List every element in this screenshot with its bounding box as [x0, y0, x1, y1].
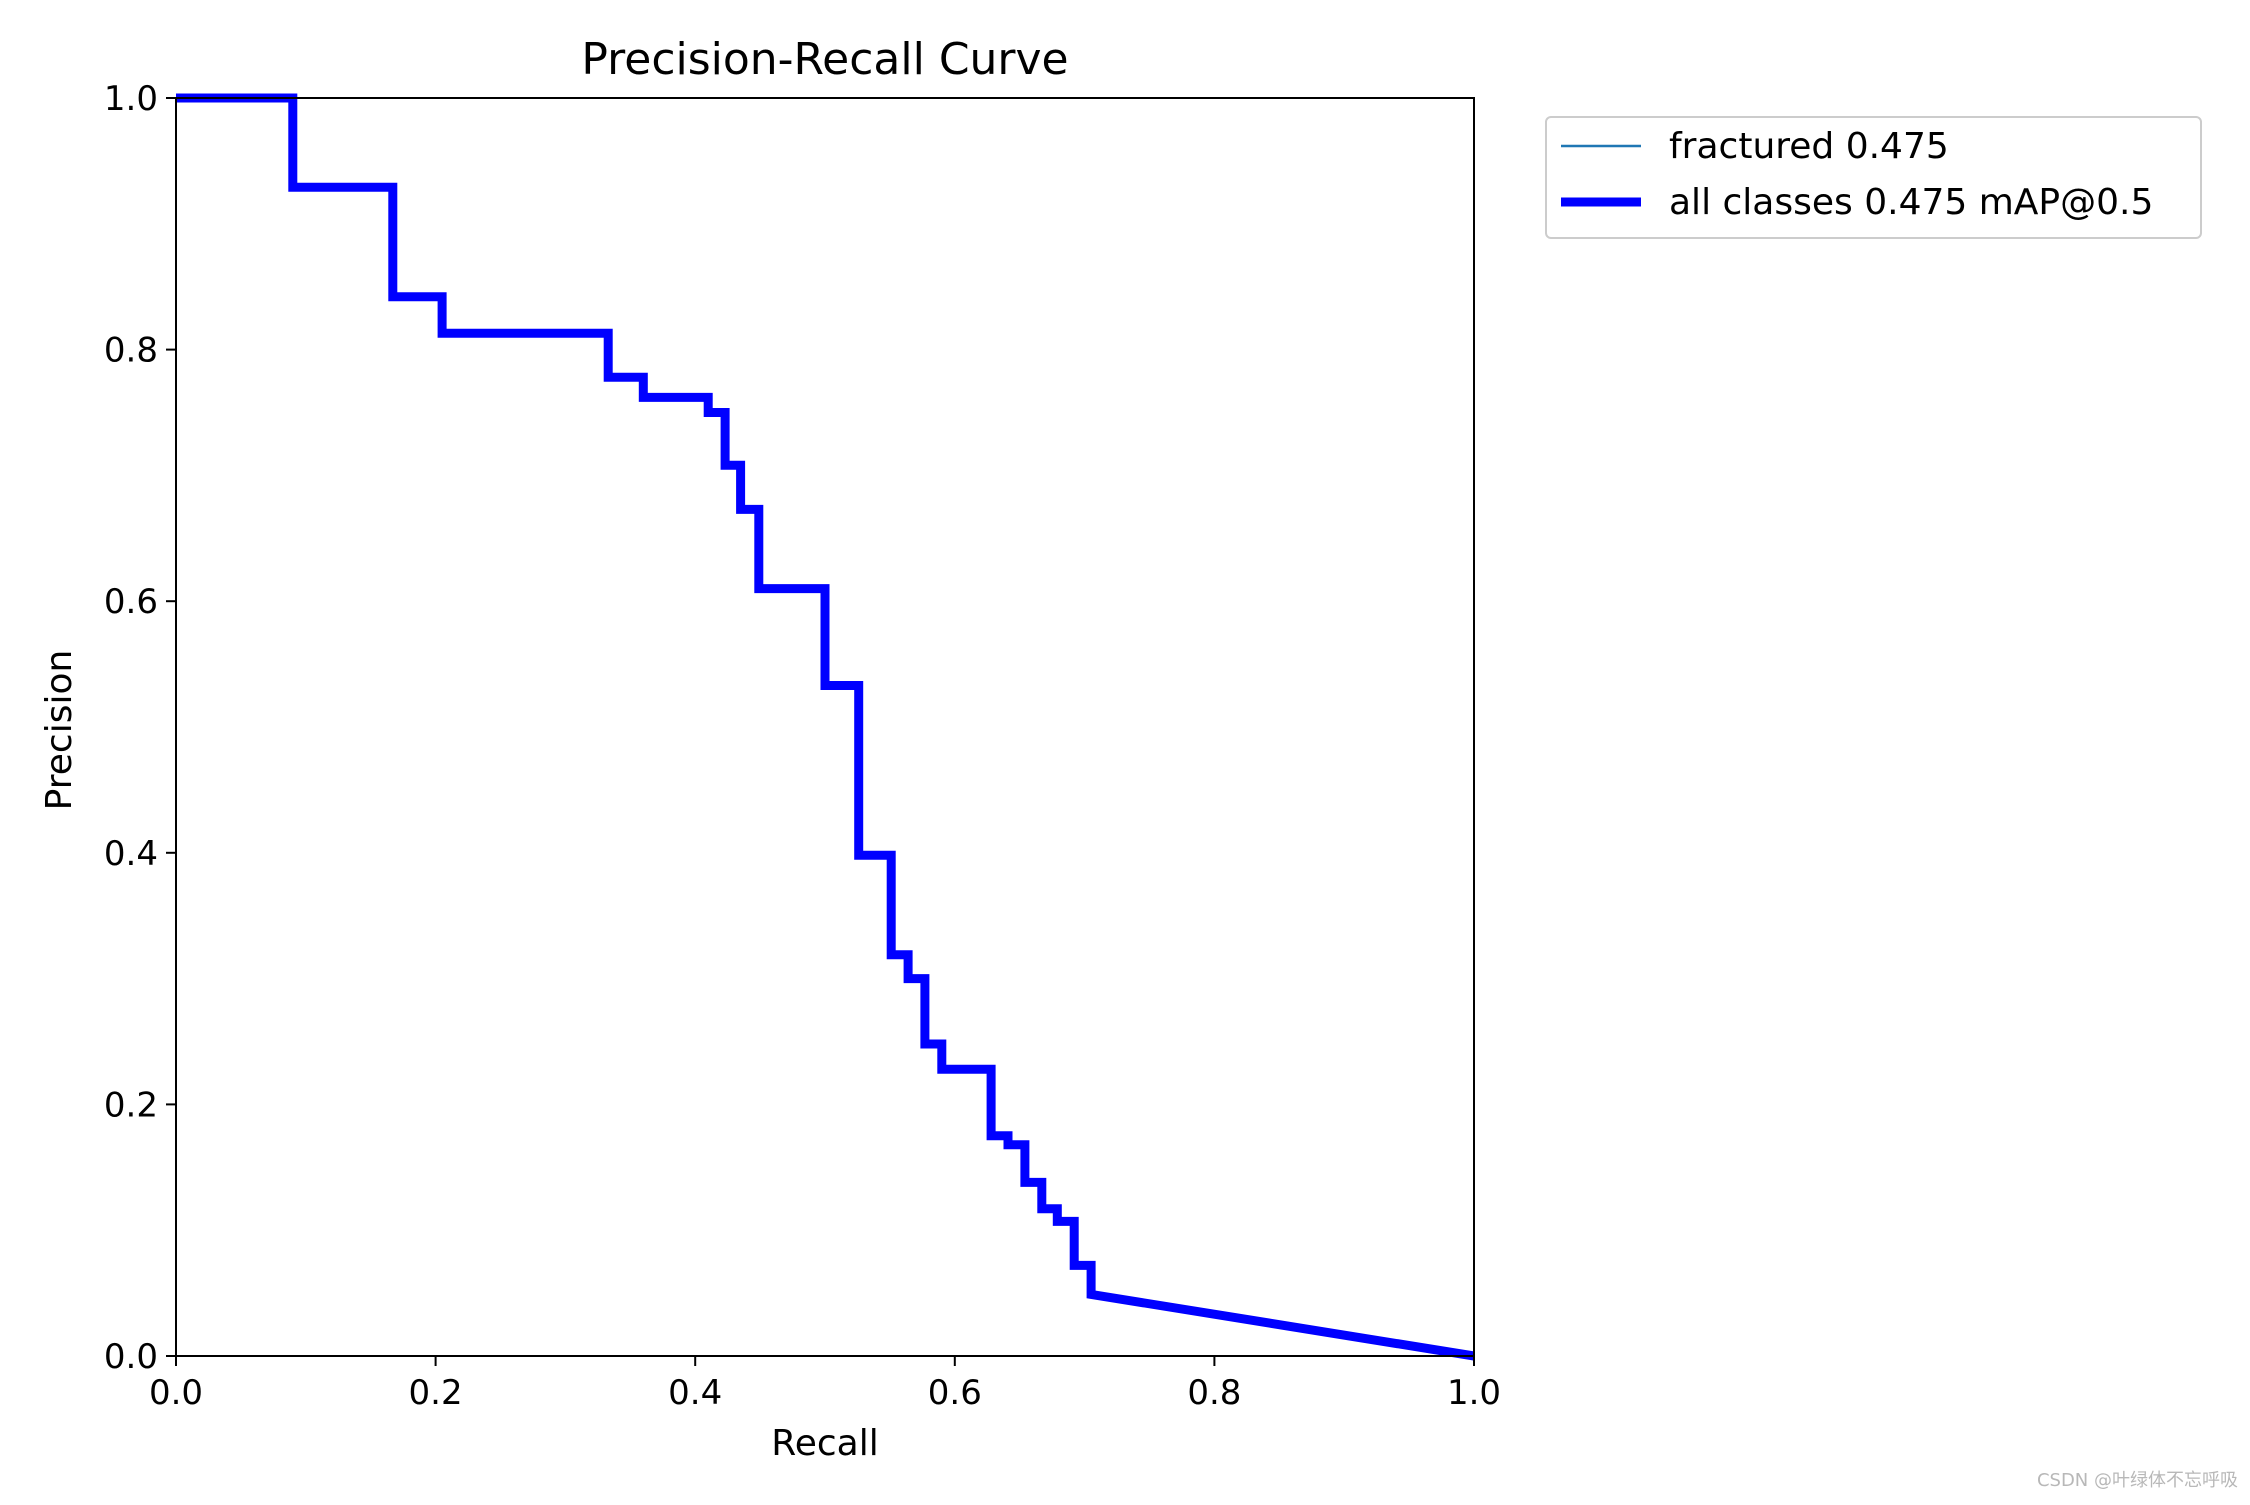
- x-axis-label: Recall: [771, 1423, 878, 1464]
- y-tick-label: 0.0: [104, 1337, 158, 1377]
- x-tick-label: 0.4: [668, 1373, 722, 1413]
- series-line-1: [176, 93, 1475, 1361]
- x-tick-label: 1.0: [1447, 1373, 1501, 1413]
- y-tick-label: 1.0: [104, 79, 158, 119]
- watermark: CSDN @叶绿体不忘呼吸: [2036, 1470, 2238, 1491]
- y-axis-label: Precision: [39, 650, 80, 811]
- legend: fractured 0.475 all classes 0.475 mAP@0.…: [1545, 116, 2202, 239]
- x-tick-label: 0.0: [149, 1373, 203, 1413]
- plot-frame: [175, 97, 1475, 1357]
- legend-label-fractured: fractured 0.475: [1669, 126, 1949, 167]
- x-tick-label: 0.2: [409, 1373, 463, 1413]
- y-tick-label: 0.2: [104, 1085, 158, 1125]
- x-tick-label: 0.6: [928, 1373, 982, 1413]
- y-tick-label: 0.8: [104, 331, 158, 371]
- x-tick-label: 0.8: [1187, 1373, 1241, 1413]
- chart-title: Precision-Recall Curve: [581, 34, 1068, 85]
- series-line-0: [176, 96, 1475, 1358]
- legend-frame: [1545, 116, 2202, 239]
- y-tick-label: 0.4: [104, 834, 158, 874]
- legend-label-all-classes: all classes 0.475 mAP@0.5: [1669, 182, 2153, 223]
- y-tick-label: 0.6: [104, 582, 158, 622]
